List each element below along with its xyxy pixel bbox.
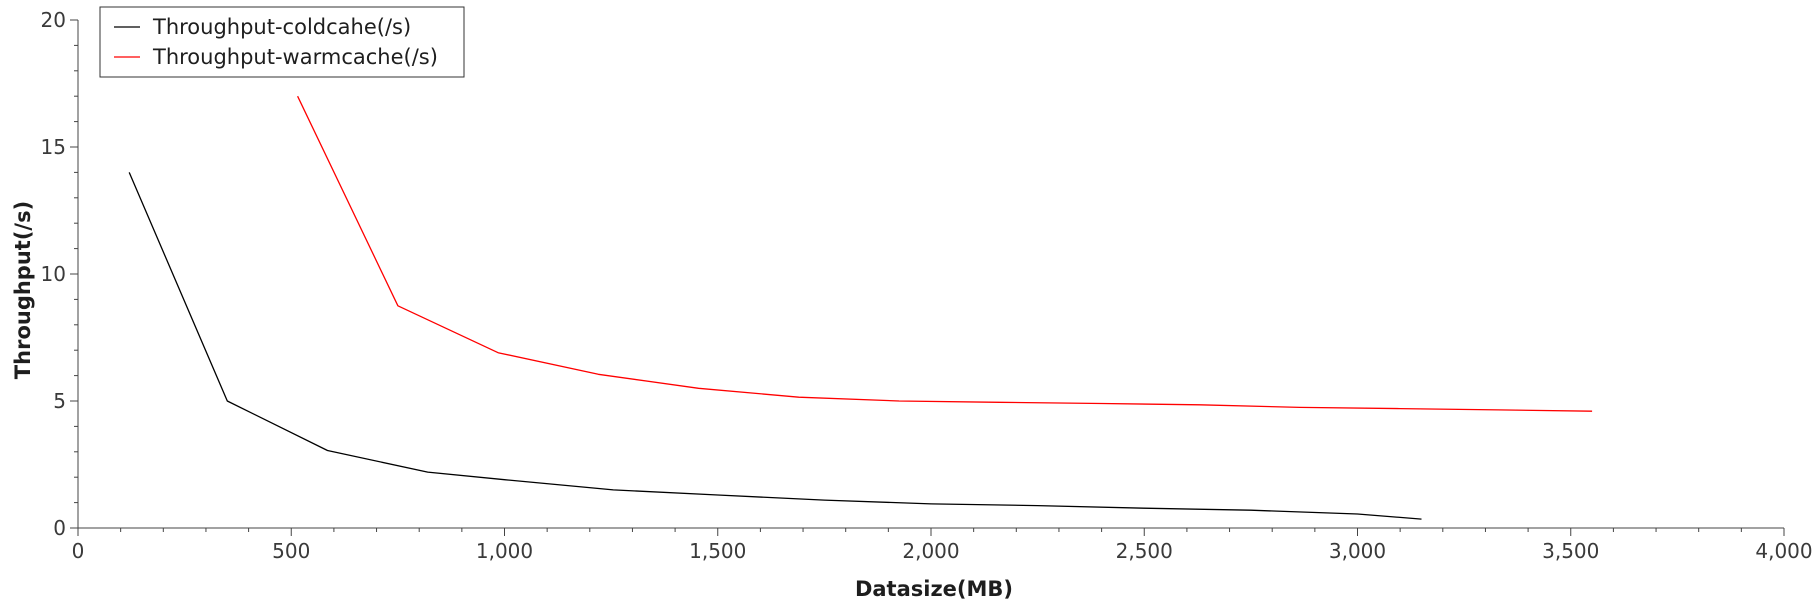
x-tick-label: 3,500 — [1542, 539, 1599, 563]
y-tick-label: 0 — [53, 516, 66, 540]
y-tick-label: 10 — [41, 262, 66, 286]
y-tick-label: 15 — [41, 135, 66, 159]
x-tick-label: 3,000 — [1329, 539, 1386, 563]
x-tick-label: 4,000 — [1755, 539, 1812, 563]
y-tick-label: 5 — [53, 389, 66, 413]
series-line-1 — [128, 172, 1422, 520]
x-tick-label: 0 — [72, 539, 85, 563]
legend-box — [99, 6, 465, 78]
legend-label: Throughput-coldcahe(/s) — [152, 15, 411, 39]
series-line-2 — [297, 95, 1593, 412]
legend-label: Throughput-warmcache(/s) — [152, 45, 438, 69]
x-axis-title: Datasize(MB) — [855, 577, 1013, 601]
y-axis-title: Throughput(/s) — [11, 201, 35, 379]
legend: Throughput-coldcahe(/s) Throughput-warmca… — [99, 6, 465, 78]
x-tick-label: 500 — [272, 539, 310, 563]
x-tick-label: 1,500 — [689, 539, 746, 563]
axes: 0 500 1,000 1,500 2,000 2,500 3,000 3,500 4,000 0… — [41, 8, 1813, 563]
series-lines — [128, 95, 1593, 520]
x-tick-label: 2,000 — [902, 539, 959, 563]
x-tick-label: 1,000 — [476, 539, 533, 563]
y-tick-label: 20 — [41, 8, 66, 32]
x-tick-label: 2,500 — [1116, 539, 1173, 563]
